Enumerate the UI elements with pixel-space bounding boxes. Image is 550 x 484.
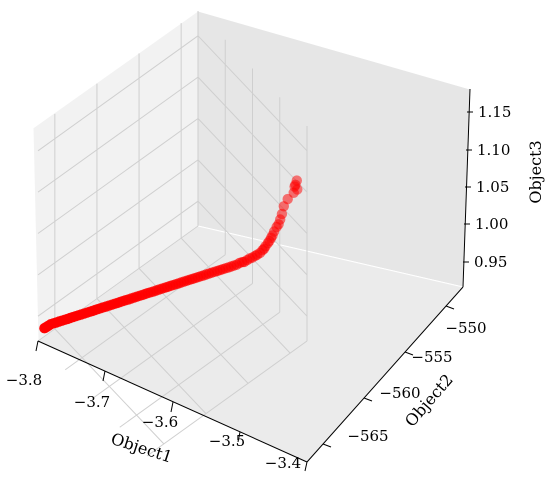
x-tick-label: −3.7 xyxy=(74,393,110,411)
z-ticks: 0.95 1.00 1.05 1.10 1.15 xyxy=(463,103,511,271)
y-grid-line xyxy=(54,328,165,445)
x-grid-line xyxy=(92,283,253,399)
z-grid-line xyxy=(197,76,308,193)
y-tick-mark xyxy=(322,443,332,448)
y-tick-label: −550 xyxy=(445,319,486,337)
x-ticks: −3.8 −3.7 −3.6 −3.5 −3.4 xyxy=(6,340,308,472)
axis-ticks: −3.8 −3.7 −3.6 −3.5 −3.4 −565 −560 −555 … xyxy=(6,103,512,472)
z-axis-title: Object3 xyxy=(526,140,545,203)
axis-lines xyxy=(37,88,471,463)
z-grid-line xyxy=(37,200,199,317)
x-tick-label: −3.8 xyxy=(6,371,42,389)
x-tick-label: −3.5 xyxy=(209,432,245,450)
z-tick-label: 1.15 xyxy=(478,103,511,121)
y-tick-label: −555 xyxy=(411,348,452,366)
z-tick-label: 0.95 xyxy=(474,253,507,271)
scatter-point xyxy=(289,181,300,192)
x-grid-line xyxy=(146,340,308,457)
x-tick-mark xyxy=(304,461,308,472)
grid-lines xyxy=(37,11,308,457)
x-axis-title: Object1 xyxy=(109,429,175,467)
z-grid-line xyxy=(197,118,308,234)
x-tick-label: −3.6 xyxy=(142,413,178,431)
x-tick-mark xyxy=(170,401,174,413)
y-tick-mark xyxy=(445,305,455,310)
z-tick-label: 1.05 xyxy=(476,178,509,196)
y-ticks: −565 −560 −555 −550 xyxy=(322,305,487,448)
x-tick-label: −3.4 xyxy=(265,454,301,472)
z-grid-line xyxy=(197,159,308,276)
data-points xyxy=(39,175,303,334)
z-grid-line xyxy=(197,35,308,152)
y-grid-line xyxy=(180,237,291,354)
y-tick-mark xyxy=(404,351,414,356)
z-tick-label: 1.00 xyxy=(475,215,508,233)
z-grid-line xyxy=(37,35,199,152)
x-grid-line xyxy=(119,311,281,428)
x-tick-mark xyxy=(102,370,106,382)
y-grid-line xyxy=(96,298,207,414)
x-tick-mark xyxy=(35,340,39,352)
panes xyxy=(32,10,471,463)
x-axis-line xyxy=(37,340,308,463)
z-axis-line xyxy=(462,88,471,288)
z-grid-line xyxy=(37,76,199,193)
x-tick-mark xyxy=(237,431,241,443)
y-axis-line xyxy=(306,286,464,463)
z-tick-label: 1.10 xyxy=(477,141,510,159)
z-grid-line xyxy=(37,118,199,234)
y-tick-label: −560 xyxy=(379,384,420,402)
y-tick-mark xyxy=(363,397,373,402)
z-grid-line xyxy=(37,159,199,276)
y-tick-label: −565 xyxy=(347,427,388,445)
